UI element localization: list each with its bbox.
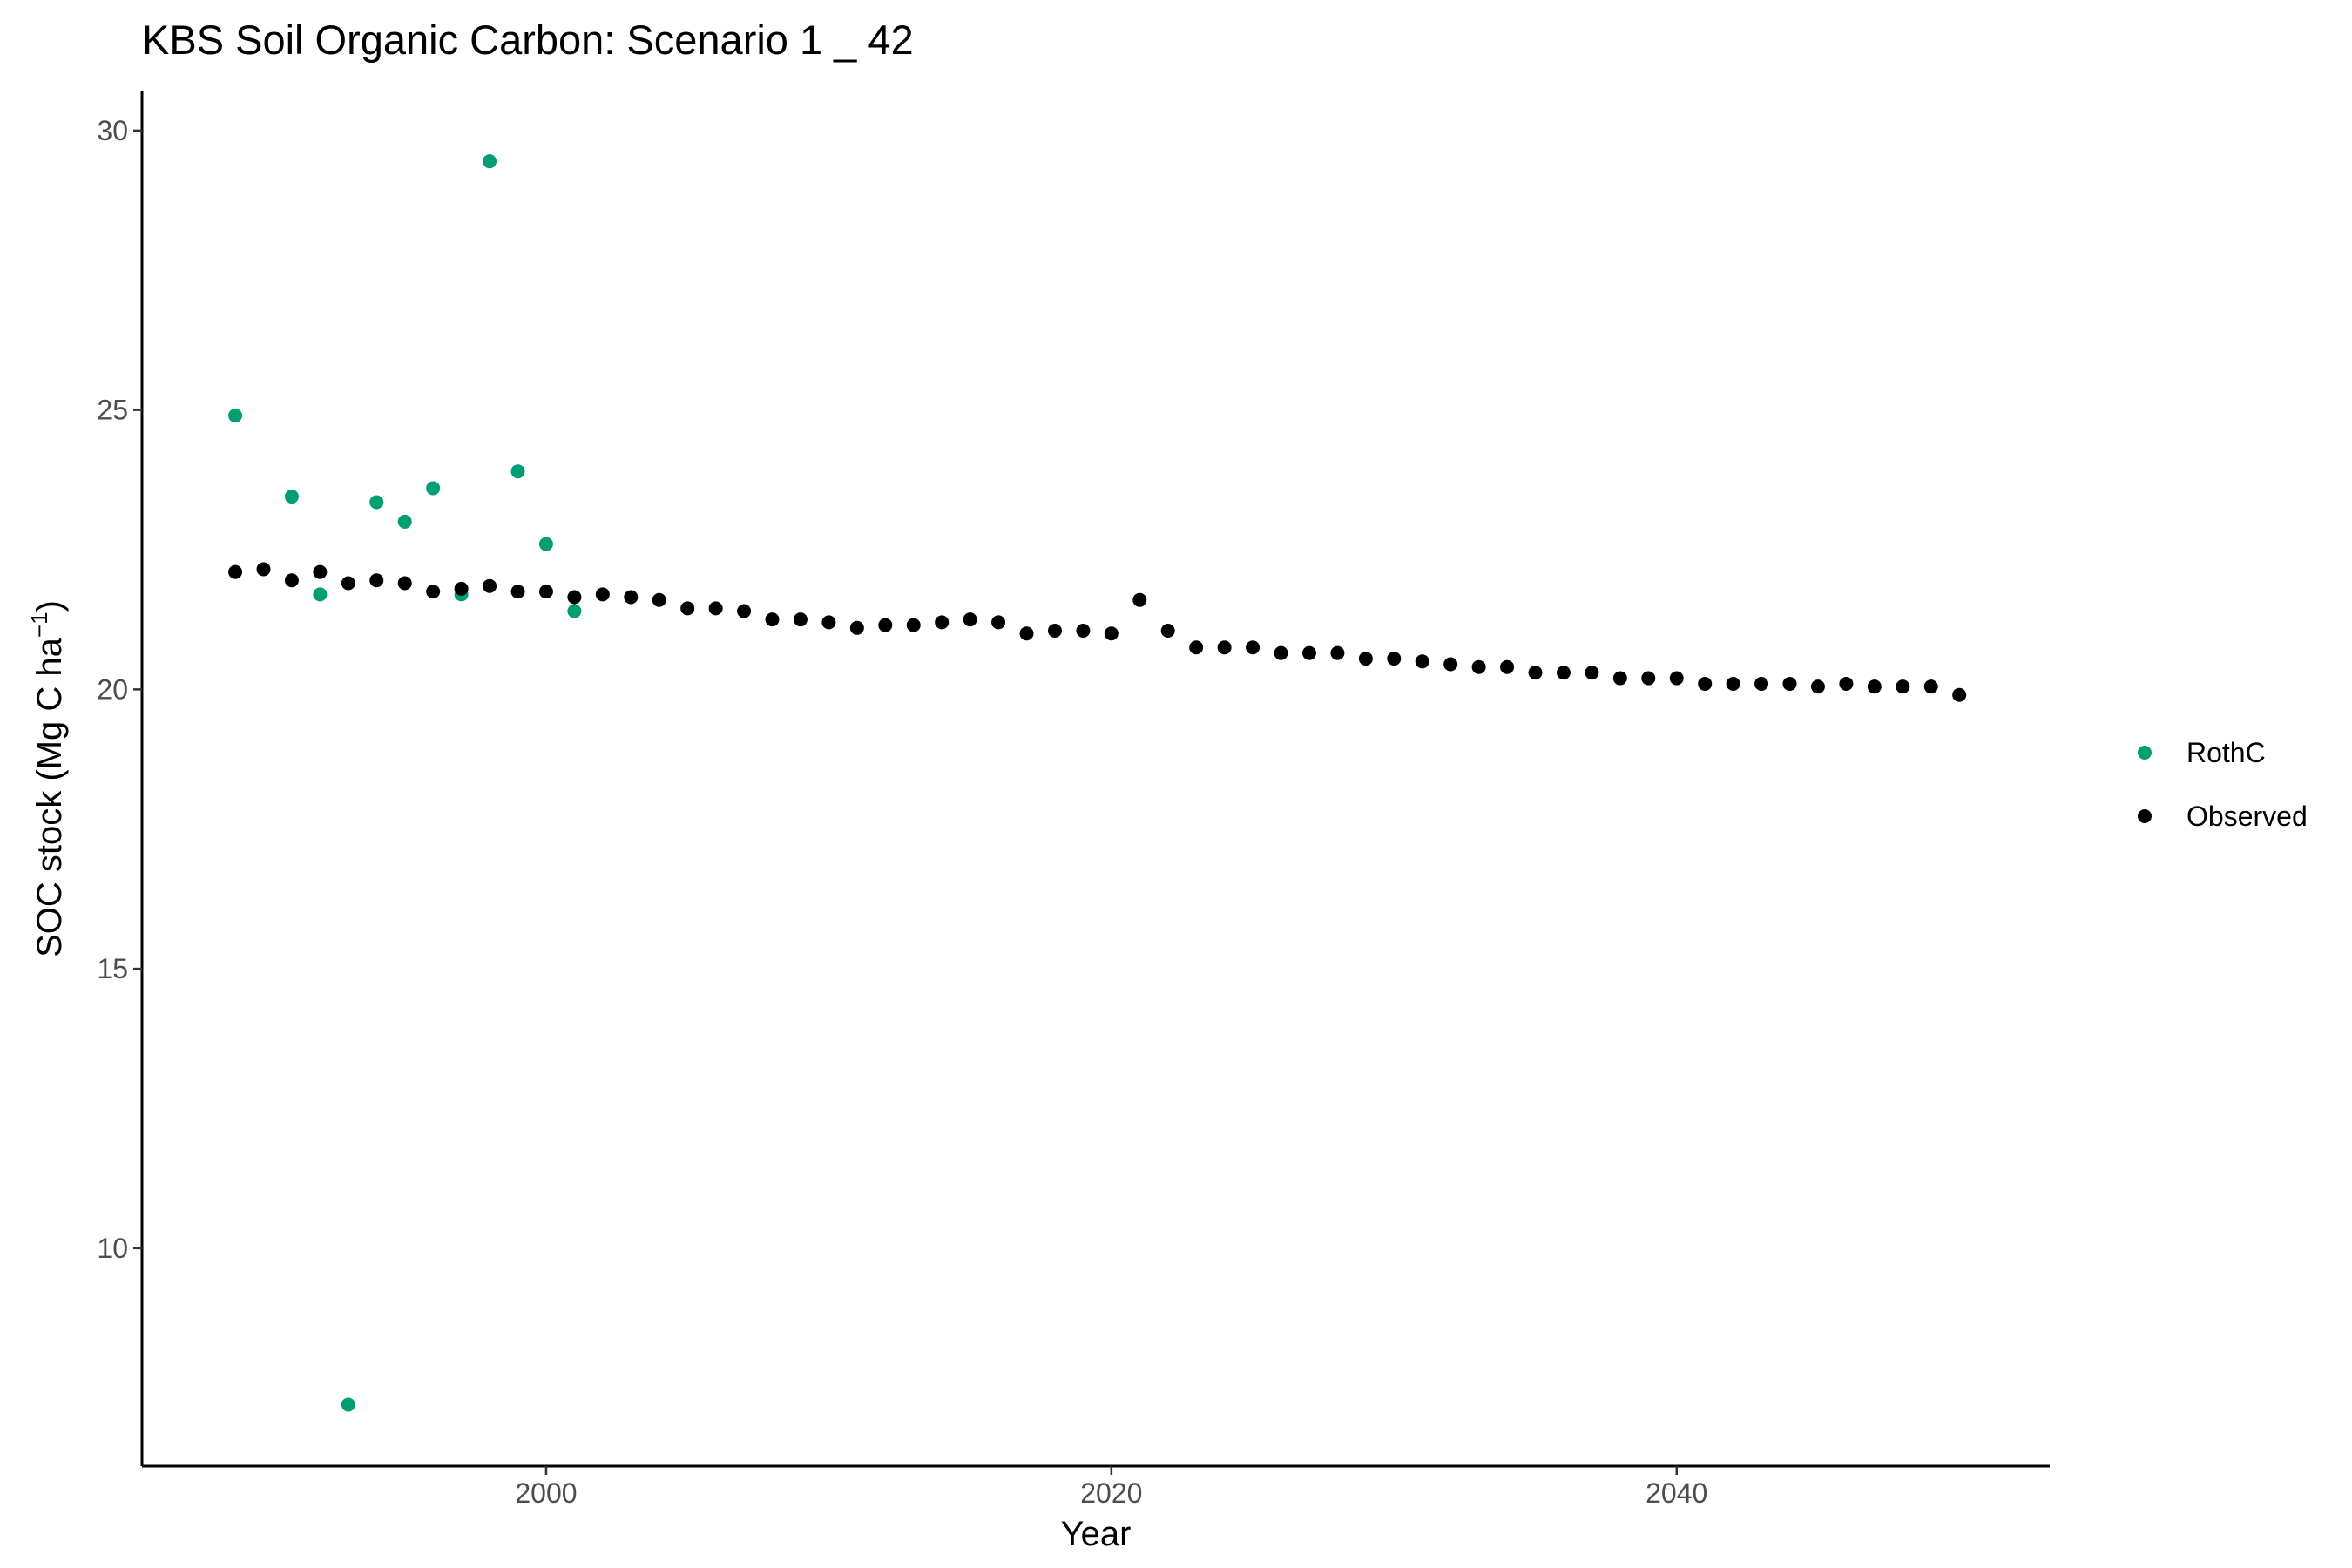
observed-point <box>1952 687 1967 702</box>
observed-point <box>1698 676 1713 691</box>
rothc-point <box>510 464 525 479</box>
observed-point <box>1471 659 1486 674</box>
observed-point <box>426 585 441 599</box>
data-points <box>228 154 1967 1412</box>
observed-point <box>1585 666 1599 680</box>
rothc-point <box>341 1397 355 1412</box>
observed-point <box>878 618 893 632</box>
y-axis-title-superscript: −1 <box>26 612 52 638</box>
legend-key-observed <box>2138 809 2152 823</box>
observed-point <box>1726 676 1740 691</box>
x-axis-ticks: 2000 2020 2040 <box>515 1466 1707 1509</box>
observed-point <box>454 581 469 596</box>
observed-point <box>765 612 780 627</box>
y-tick-label: 20 <box>97 673 128 705</box>
observed-point <box>652 592 666 607</box>
x-tick-label: 2000 <box>515 1477 577 1509</box>
observed-point <box>624 590 639 605</box>
observed-point <box>1867 679 1882 694</box>
y-axis-title-suffix: ) <box>30 600 69 612</box>
y-axis-ticks: 10 15 20 25 30 <box>97 115 142 1264</box>
plot-area: 10 15 20 25 30 2000 2020 2040 <box>97 91 2050 1509</box>
observed-point <box>1076 624 1091 639</box>
legend: RothC Observed <box>2138 737 2308 832</box>
x-tick-label: 2040 <box>1646 1477 1707 1509</box>
observed-point <box>1612 671 1627 686</box>
observed-point <box>1500 659 1515 674</box>
observed-point <box>1754 676 1769 691</box>
chart-title: KBS Soil Organic Carbon: Scenario 1 _ 42 <box>142 17 914 63</box>
observed-point <box>1923 679 1938 694</box>
observed-point <box>567 590 582 605</box>
observed-point <box>510 585 525 599</box>
observed-point <box>708 601 723 616</box>
observed-point <box>595 587 610 602</box>
observed-point <box>1443 657 1458 672</box>
rothc-point <box>369 495 384 510</box>
rothc-point <box>426 481 441 496</box>
observed-point <box>1528 666 1543 680</box>
observed-point <box>1358 652 1373 666</box>
legend-key-rothc <box>2138 746 2152 760</box>
observed-point <box>680 601 695 616</box>
observed-point <box>1782 676 1797 691</box>
rothc-point <box>538 537 553 551</box>
observed-point <box>483 578 497 593</box>
observed-point <box>1246 640 1260 655</box>
observed-point <box>369 573 384 588</box>
y-tick-label: 25 <box>97 395 128 426</box>
observed-point <box>1387 652 1402 666</box>
observed-point <box>1839 676 1854 691</box>
observed-point <box>397 576 412 591</box>
observed-point <box>1556 666 1571 680</box>
observed-point <box>1301 645 1316 660</box>
observed-point <box>1330 645 1345 660</box>
observed-point <box>228 564 243 579</box>
y-axis-title: SOC stock (Mg C ha−1) <box>26 600 69 957</box>
legend-label-rothc: RothC <box>2186 737 2266 768</box>
observed-point <box>1160 624 1175 639</box>
y-tick-label: 30 <box>97 115 128 146</box>
y-tick-label: 15 <box>97 953 128 984</box>
observed-point <box>1274 645 1288 660</box>
observed-point <box>1019 626 1034 641</box>
rothc-point <box>397 514 412 529</box>
observed-point <box>256 562 271 577</box>
x-axis-title: Year <box>1061 1515 1132 1553</box>
observed-point <box>849 620 864 635</box>
observed-point <box>1104 626 1119 641</box>
observed-point <box>1132 592 1147 607</box>
observed-point <box>313 564 328 579</box>
observed-point <box>284 573 299 588</box>
observed-point <box>821 615 836 630</box>
observed-point <box>1415 654 1429 669</box>
observed-point <box>935 615 950 630</box>
observed-point <box>906 618 921 632</box>
rothc-point <box>567 604 582 618</box>
x-tick-label: 2020 <box>1080 1477 1142 1509</box>
y-axis-title-main: SOC stock (Mg C ha <box>30 637 69 957</box>
legend-label-observed: Observed <box>2186 801 2308 832</box>
observed-point <box>1189 640 1204 655</box>
observed-point <box>538 585 553 599</box>
observed-point <box>1810 679 1825 694</box>
observed-point <box>963 612 977 627</box>
observed-point <box>1896 679 1910 694</box>
observed-point <box>1217 640 1232 655</box>
observed-point <box>793 612 808 627</box>
rothc-point <box>284 490 299 504</box>
observed-point <box>341 576 355 591</box>
observed-point <box>1641 671 1656 686</box>
observed-point <box>1669 671 1684 686</box>
rothc-point <box>483 154 497 169</box>
rothc-point <box>228 409 243 423</box>
observed-point <box>991 615 1006 630</box>
rothc-point <box>313 587 328 602</box>
observed-point <box>737 604 752 618</box>
y-tick-label: 10 <box>97 1233 128 1264</box>
observed-point <box>1047 624 1062 639</box>
